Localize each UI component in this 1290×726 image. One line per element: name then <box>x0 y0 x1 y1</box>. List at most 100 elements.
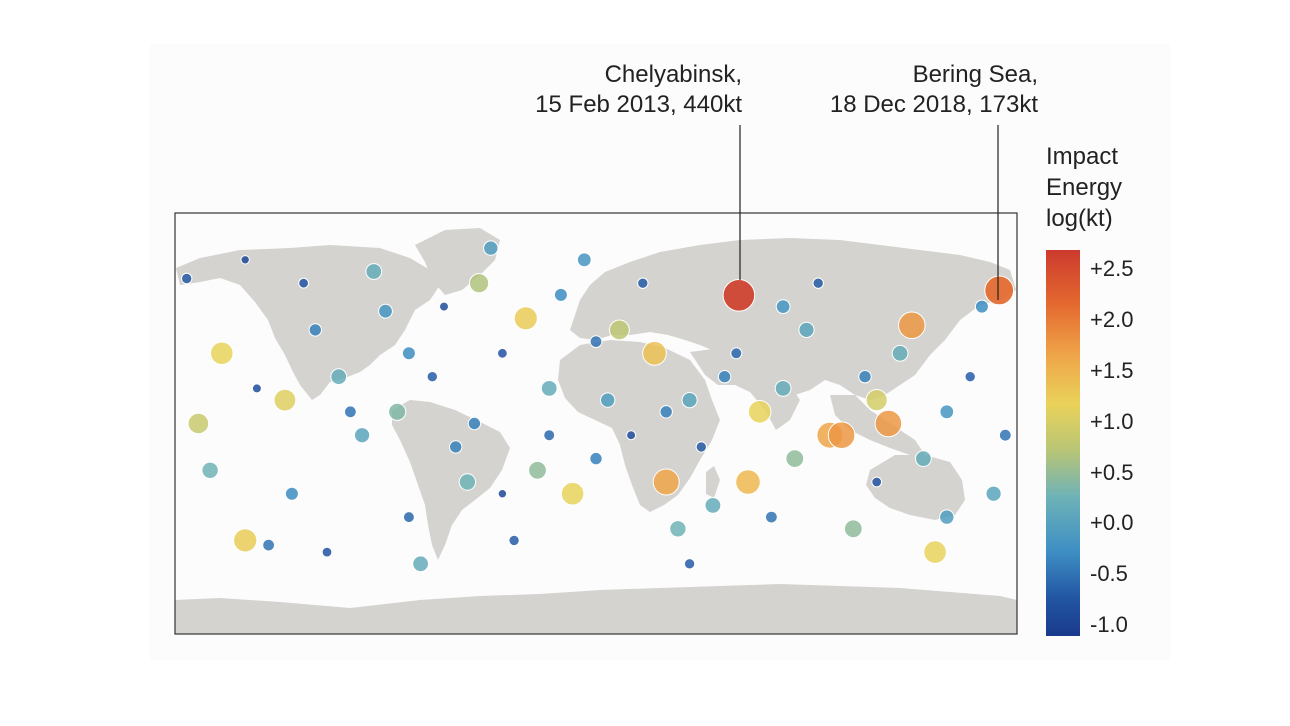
impact-point <box>798 321 815 338</box>
impact-point <box>330 368 348 386</box>
impact-point <box>388 402 407 421</box>
legend-title-line2: Energy <box>1046 174 1123 201</box>
impact-point <box>284 486 299 501</box>
impact-point <box>576 252 592 268</box>
impact-point <box>683 558 696 570</box>
impact-point <box>240 255 250 265</box>
chelyabinsk-label-line2: 15 Feb 2013, 440kt <box>535 91 742 118</box>
impact-point <box>939 404 955 420</box>
land-greenland <box>415 228 500 295</box>
impact-point <box>865 389 888 412</box>
impact-point <box>898 311 926 340</box>
impact-point <box>765 510 778 524</box>
impact-point <box>659 405 673 419</box>
impact-point <box>891 344 909 362</box>
impact-point <box>717 370 732 384</box>
impact-point <box>652 468 680 496</box>
colorbar-tick: +1.0 <box>1090 409 1134 434</box>
land-africa <box>558 340 720 512</box>
land-madagascar <box>706 466 720 498</box>
impact-point <box>560 481 585 506</box>
impact-point <box>181 272 193 285</box>
impact-point <box>964 371 976 383</box>
colorbar-tick: -0.5 <box>1090 561 1128 586</box>
impact-point <box>589 335 603 349</box>
impact-point <box>974 299 989 314</box>
impact-point <box>497 347 508 359</box>
legend-title-line3: log(kt) <box>1046 205 1113 232</box>
impact-point <box>985 485 1002 502</box>
impact-point <box>637 277 649 289</box>
impact-point <box>401 346 416 361</box>
land-south-america <box>392 400 510 560</box>
bering-impact-point <box>984 275 1015 306</box>
impact-point <box>210 341 234 366</box>
impact-point <box>365 263 383 280</box>
bering-label-line1: Bering Sea, <box>912 61 1038 88</box>
colorbar-tick: +2.5 <box>1090 256 1134 281</box>
chelyabinsk-impact-point <box>722 279 756 312</box>
impact-point <box>412 555 430 573</box>
impact-point <box>251 383 262 394</box>
land-australia <box>866 455 965 520</box>
impact-point <box>600 392 616 408</box>
legend-title: Impact Energy log(kt) <box>1046 141 1122 234</box>
impact-point <box>642 340 667 366</box>
impact-point <box>669 520 687 538</box>
impact-point <box>528 460 547 480</box>
impact-point <box>402 511 415 524</box>
impact-point <box>543 429 556 442</box>
land-antarctica <box>175 584 1017 634</box>
impact-point <box>775 299 791 315</box>
colorbar-tick: -1.0 <box>1090 612 1128 637</box>
chelyabinsk-label-line1: Chelyabinsk, <box>604 61 742 88</box>
impact-point <box>508 534 520 547</box>
colorbar-tick: +0.5 <box>1090 460 1134 485</box>
impact-point <box>469 273 490 294</box>
impact-point <box>540 380 558 397</box>
impact-points <box>181 240 1012 573</box>
land-layer <box>175 228 1017 634</box>
impact-point <box>187 412 210 435</box>
impact-point <box>449 440 463 454</box>
impact-point <box>704 497 722 514</box>
impact-point <box>827 421 856 450</box>
bering-label-line2: 18 Dec 2018, 173kt <box>829 91 1038 118</box>
legend-title-line1: Impact <box>1046 143 1119 170</box>
highlighted-impacts <box>722 275 1015 312</box>
impact-point <box>609 319 630 341</box>
impact-point <box>233 528 258 553</box>
impact-point <box>998 428 1012 442</box>
impact-point <box>915 450 932 468</box>
impact-point <box>681 392 698 409</box>
impact-point <box>426 371 438 383</box>
impact-point <box>308 323 322 337</box>
impact-point <box>201 461 219 479</box>
impact-point <box>483 240 499 256</box>
colorbar-tick: +0.0 <box>1090 510 1134 535</box>
impact-point <box>923 540 947 564</box>
impact-point <box>774 380 792 397</box>
impact-point <box>513 306 538 331</box>
impact-point <box>874 409 903 438</box>
impact-point <box>735 469 761 495</box>
bering-annotation: Bering Sea, 18 Dec 2018, 173kt <box>760 60 1038 120</box>
chelyabinsk-annotation: Chelyabinsk, 15 Feb 2013, 440kt <box>470 60 742 120</box>
impact-point <box>939 509 955 525</box>
impact-point <box>858 370 872 384</box>
impact-point <box>553 287 568 302</box>
impact-point <box>262 538 276 552</box>
land-arabia-india <box>690 348 800 430</box>
impact-point <box>321 546 333 558</box>
impact-point <box>378 303 393 319</box>
impact-point <box>812 277 824 289</box>
impact-point <box>497 489 508 499</box>
impact-point <box>467 416 482 431</box>
impact-point <box>458 473 477 491</box>
impact-point <box>785 449 805 469</box>
impact-point <box>871 476 883 488</box>
impact-point <box>730 347 743 360</box>
impact-point <box>273 388 297 412</box>
impact-point <box>298 277 310 289</box>
